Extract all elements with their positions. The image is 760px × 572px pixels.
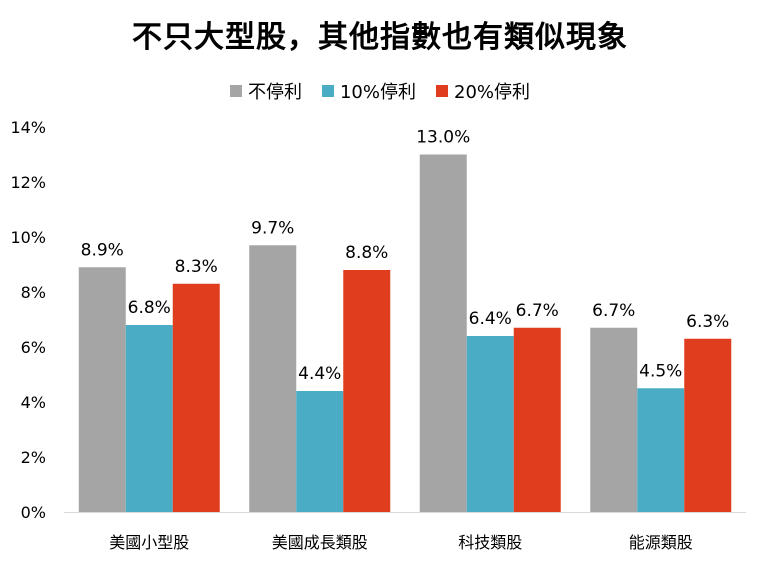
y-tick-label: 2% bbox=[21, 448, 46, 467]
bar-20pct-stop bbox=[343, 270, 391, 512]
bar-no-stop bbox=[249, 245, 297, 512]
data-label: 6.4% bbox=[469, 309, 512, 329]
legend-label-no-stop: 不停利 bbox=[247, 82, 302, 103]
data-label: 4.5% bbox=[639, 361, 682, 381]
legend-swatch-no-stop bbox=[229, 85, 242, 97]
bar-no-stop bbox=[419, 154, 467, 512]
y-tick-label: 10% bbox=[10, 228, 46, 247]
chart-title: 不只大型股，其他指數也有類似現象 bbox=[132, 20, 628, 55]
y-tick-label: 0% bbox=[21, 503, 46, 522]
legend-label-10pct-stop: 10%停利 bbox=[339, 82, 416, 103]
data-label: 8.8% bbox=[345, 243, 388, 263]
bar-20pct-stop bbox=[172, 283, 220, 512]
data-label: 9.7% bbox=[251, 218, 294, 238]
bar-10pct-stop bbox=[125, 325, 173, 512]
data-label: 8.9% bbox=[81, 240, 124, 260]
data-label: 6.3% bbox=[686, 312, 729, 332]
y-tick-label: 8% bbox=[21, 283, 46, 302]
data-label: 6.8% bbox=[128, 298, 171, 318]
data-label: 6.7% bbox=[516, 301, 559, 321]
legend-item-10pct-stop: 10%停利 bbox=[321, 78, 416, 104]
legend-label-20pct-stop: 20%停利 bbox=[454, 82, 531, 103]
y-tick-label: 14% bbox=[10, 118, 46, 137]
x-category-label: 美國成長類股 bbox=[272, 533, 368, 552]
x-category-label: 美國小型股 bbox=[109, 533, 189, 552]
legend: 不停利 10%停利 20%停利 bbox=[0, 78, 760, 104]
bar-no-stop bbox=[78, 267, 126, 512]
data-label: 13.0% bbox=[416, 128, 470, 148]
data-label: 4.4% bbox=[298, 364, 341, 384]
y-tick-label: 6% bbox=[21, 338, 46, 357]
bar-10pct-stop bbox=[637, 388, 685, 512]
legend-item-no-stop: 不停利 bbox=[229, 78, 302, 104]
y-tick-label: 4% bbox=[21, 393, 46, 412]
bar-20pct-stop bbox=[684, 338, 732, 512]
x-category-label: 科技類股 bbox=[458, 533, 522, 552]
y-tick-label: 12% bbox=[10, 173, 46, 192]
bar-10pct-stop bbox=[296, 391, 344, 512]
x-category-label: 能源類股 bbox=[629, 533, 693, 552]
legend-swatch-10pct-stop bbox=[321, 85, 334, 97]
data-label: 6.7% bbox=[592, 301, 635, 321]
bar-20pct-stop bbox=[513, 327, 561, 512]
data-label: 8.3% bbox=[175, 257, 218, 277]
bar-10pct-stop bbox=[466, 336, 514, 512]
legend-item-20pct-stop: 20%停利 bbox=[436, 78, 530, 104]
bar-no-stop bbox=[590, 327, 638, 512]
legend-swatch-20pct-stop bbox=[436, 85, 448, 97]
